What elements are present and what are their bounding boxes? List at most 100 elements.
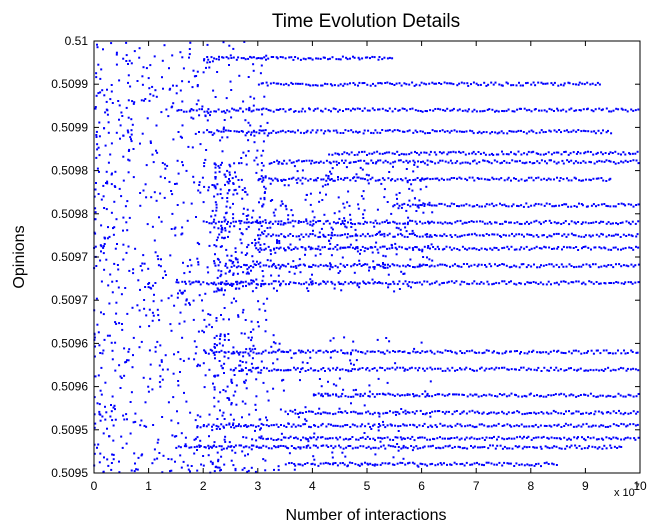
data-point — [564, 220, 567, 223]
data-point — [508, 266, 511, 269]
data-point — [498, 178, 501, 181]
data-point — [503, 438, 506, 441]
data-point — [527, 367, 530, 370]
data-point — [450, 129, 453, 132]
data-point — [260, 369, 263, 372]
data-point — [248, 266, 250, 269]
data-point — [393, 264, 396, 267]
data-point — [236, 283, 239, 286]
data-point — [569, 423, 572, 426]
data-point — [217, 130, 220, 133]
data-point — [213, 244, 216, 247]
data-point — [417, 248, 420, 251]
data-point — [556, 424, 559, 427]
data-point — [275, 246, 278, 249]
data-point — [251, 242, 254, 244]
data-point — [622, 203, 625, 206]
data-point — [428, 395, 431, 398]
data-point — [610, 132, 613, 135]
data-point — [510, 179, 512, 182]
data-point — [221, 197, 224, 200]
data-point — [343, 206, 346, 209]
data-point — [330, 280, 333, 283]
data-point — [305, 83, 308, 86]
data-point — [528, 248, 531, 251]
data-point — [185, 445, 188, 448]
data-point — [421, 283, 424, 286]
data-point — [410, 151, 413, 154]
data-point — [274, 342, 277, 345]
data-point — [434, 464, 437, 467]
data-point — [305, 419, 308, 422]
data-point — [391, 263, 394, 266]
data-point — [202, 201, 205, 204]
data-point — [97, 193, 100, 195]
data-point — [515, 233, 518, 236]
data-point — [220, 314, 222, 316]
data-point — [264, 187, 267, 190]
data-point — [402, 423, 405, 426]
data-point — [580, 425, 583, 428]
data-point — [495, 177, 498, 180]
data-point — [558, 179, 561, 182]
data-point — [341, 55, 344, 58]
data-point — [220, 110, 223, 113]
data-point — [213, 336, 216, 339]
data-point — [223, 282, 226, 285]
data-point — [441, 263, 444, 266]
data-point — [366, 232, 369, 235]
data-point — [461, 462, 464, 465]
data-point — [122, 155, 125, 158]
data-point — [431, 259, 434, 262]
data-point — [565, 395, 568, 398]
data-point — [222, 126, 225, 129]
data-point — [537, 436, 540, 439]
data-point — [406, 411, 409, 414]
data-point — [355, 130, 357, 133]
data-point — [446, 178, 449, 181]
data-point — [244, 379, 247, 382]
data-point — [389, 445, 392, 448]
data-point — [341, 222, 344, 225]
data-point — [418, 424, 421, 427]
data-point — [364, 282, 367, 285]
data-point — [378, 263, 380, 266]
data-point — [257, 221, 260, 224]
data-point — [609, 222, 612, 225]
data-point — [287, 437, 290, 440]
data-point — [636, 410, 639, 413]
data-point — [220, 130, 223, 133]
data-point — [144, 401, 147, 404]
data-point — [510, 265, 513, 268]
data-point — [133, 101, 136, 104]
data-point — [250, 222, 253, 224]
data-point — [556, 107, 559, 110]
data-point — [215, 334, 218, 337]
data-point — [557, 161, 560, 164]
data-point — [403, 235, 406, 238]
data-point — [196, 70, 199, 73]
data-point — [287, 369, 290, 372]
data-point — [433, 130, 436, 133]
data-point — [342, 388, 345, 391]
data-point — [231, 107, 234, 110]
data-point — [221, 150, 224, 153]
data-point — [230, 301, 233, 304]
data-point — [513, 264, 516, 267]
data-point — [343, 217, 346, 220]
data-point — [411, 203, 414, 206]
data-point — [542, 82, 545, 85]
data-point — [260, 82, 263, 85]
data-point — [102, 349, 105, 352]
data-point — [206, 282, 208, 285]
data-point — [399, 228, 402, 231]
data-point — [211, 209, 214, 212]
data-point — [562, 84, 565, 87]
data-point — [530, 129, 533, 132]
data-point — [179, 371, 181, 373]
data-point — [149, 142, 152, 144]
data-point — [246, 218, 249, 221]
data-point — [164, 274, 167, 276]
data-point — [227, 282, 230, 285]
data-point — [527, 150, 530, 153]
